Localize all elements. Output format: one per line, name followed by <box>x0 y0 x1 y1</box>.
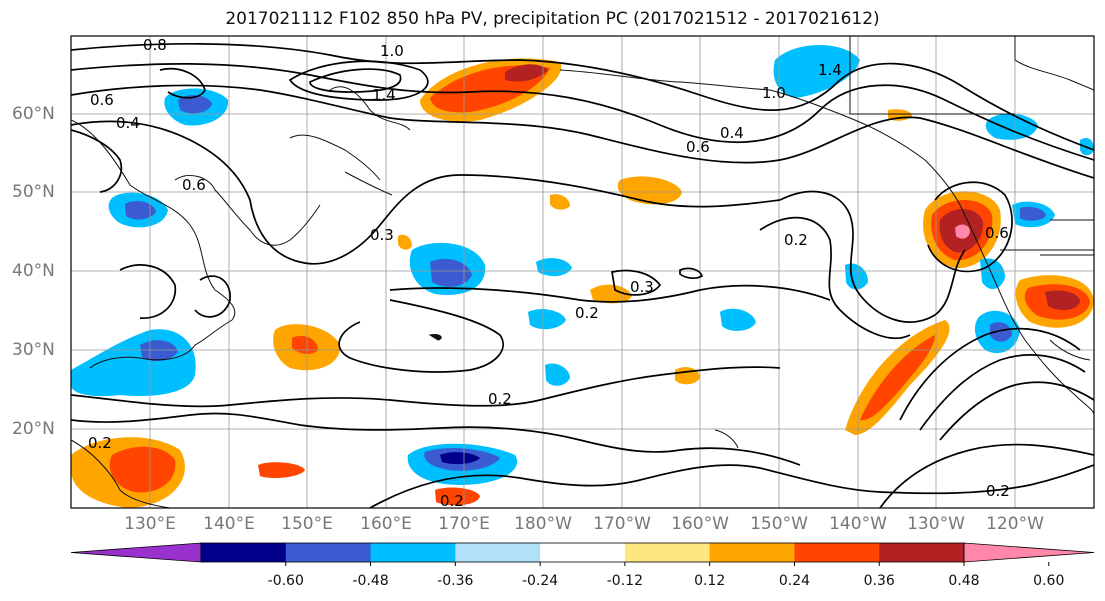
contour-label: 0.2 <box>575 304 599 322</box>
map-title: 2017021112 F102 850 hPa PV, precipitatio… <box>225 9 880 29</box>
colorbar-extend-max <box>963 542 1095 563</box>
colorbar-segment <box>794 543 880 562</box>
map-frame <box>70 35 1095 509</box>
colorbar-segment <box>624 543 711 562</box>
lon-label-160e: 160°E <box>360 514 412 534</box>
pv-contours <box>71 42 1094 508</box>
contour-labels: 0.8 1.0 1.4 0.6 0.4 0.6 0.3 0.2 0.3 0.2 … <box>88 36 1010 510</box>
contour-label: 0.4 <box>116 114 140 132</box>
contour-label: 0.6 <box>90 91 114 109</box>
colorbar-tick-label: -0.60 <box>267 573 304 589</box>
lon-label-160w: 160°W <box>671 514 729 534</box>
lon-label-150e: 150°E <box>281 514 333 534</box>
colorbar-tick-label: 0.60 <box>1033 573 1065 589</box>
lon-label-140w: 140°W <box>829 514 887 534</box>
contour-label: 0.2 <box>784 231 808 249</box>
contour-label: 0.2 <box>88 434 112 452</box>
lon-label-170e: 170°E <box>438 514 490 534</box>
colorbar-segment <box>455 543 541 562</box>
precip-shading <box>71 45 1094 508</box>
contour-label: 0.6 <box>985 224 1009 242</box>
colorbar-tick-label: 0.24 <box>778 573 811 589</box>
contour-label: 1.0 <box>762 84 786 102</box>
colorbar-segment <box>370 543 456 562</box>
lon-label-180w: 180°W <box>514 514 572 534</box>
lon-label-140e: 140°E <box>203 514 255 534</box>
lon-label-130e: 130°E <box>124 514 176 534</box>
lat-label-50n: 50°N <box>12 182 55 202</box>
contour-label: 0.3 <box>630 278 654 296</box>
lon-label-170w: 170°W <box>593 514 651 534</box>
map-gridlines <box>71 36 1094 508</box>
contour-label: 1.4 <box>818 61 842 79</box>
contour-label: 0.6 <box>686 138 710 156</box>
colorbar-segment <box>709 543 795 562</box>
lat-label-60n: 60°N <box>12 104 55 124</box>
lat-label-30n: 30°N <box>12 340 55 360</box>
colorbar-segment <box>201 543 287 562</box>
contour-label: 1.4 <box>372 86 396 104</box>
contour-label: 0.2 <box>488 390 512 408</box>
colorbar-tick-label: -0.24 <box>521 573 559 589</box>
lat-label-40n: 40°N <box>12 261 55 281</box>
colorbar <box>70 542 1095 566</box>
contour-label: 0.2 <box>440 492 464 510</box>
contour-label: 0.8 <box>143 36 167 54</box>
colorbar-tick-label: 0.12 <box>694 573 726 589</box>
colorbar-tick-label: 0.48 <box>948 573 980 589</box>
colorbar-frame <box>200 542 965 563</box>
colorbar-tick-label: -0.48 <box>352 573 389 589</box>
lon-label-120w: 120°W <box>986 514 1044 534</box>
colorbar-extend-min <box>70 542 202 563</box>
lon-label-150w: 150°W <box>750 514 808 534</box>
colorbar-segment <box>879 543 965 562</box>
colorbar-tick-label: -0.36 <box>437 573 474 589</box>
contour-label: 0.2 <box>986 482 1010 500</box>
contour-label: 0.4 <box>720 124 744 142</box>
contour-label: 0.3 <box>370 226 394 244</box>
coastlines <box>71 36 1094 508</box>
contour-label: 1.0 <box>380 42 404 60</box>
lat-label-20n: 20°N <box>12 419 55 439</box>
colorbar-segment <box>285 543 372 562</box>
lon-label-130w: 130°W <box>907 514 965 534</box>
contour-label: 0.6 <box>182 176 206 194</box>
colorbar-segment <box>540 543 626 562</box>
colorbar-tick-label: 0.36 <box>863 573 895 589</box>
colorbar-tick-label: -0.12 <box>606 573 643 589</box>
